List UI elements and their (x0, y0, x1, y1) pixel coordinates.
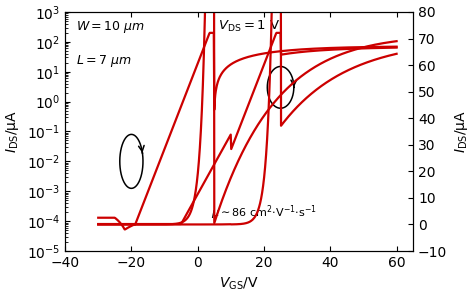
Text: $\mu \sim 86$ cm$^{2}$$\cdot$V$^{-1}$$\cdot$s$^{-1}$: $\mu \sim 86$ cm$^{2}$$\cdot$V$^{-1}$$\c… (211, 203, 318, 222)
Text: $V_{\mathrm{DS}} = 1$ V: $V_{\mathrm{DS}} = 1$ V (218, 19, 281, 34)
Y-axis label: $I_{\mathrm{DS}}$/μA: $I_{\mathrm{DS}}$/μA (4, 110, 21, 153)
Text: $L = 7$ μm: $L = 7$ μm (75, 53, 131, 69)
X-axis label: $V_{\mathrm{GS}}$/V: $V_{\mathrm{GS}}$/V (219, 276, 259, 292)
Text: $W = 10$ μm: $W = 10$ μm (75, 19, 145, 35)
Y-axis label: $I_{\mathrm{DS}}$/μA: $I_{\mathrm{DS}}$/μA (453, 110, 470, 153)
